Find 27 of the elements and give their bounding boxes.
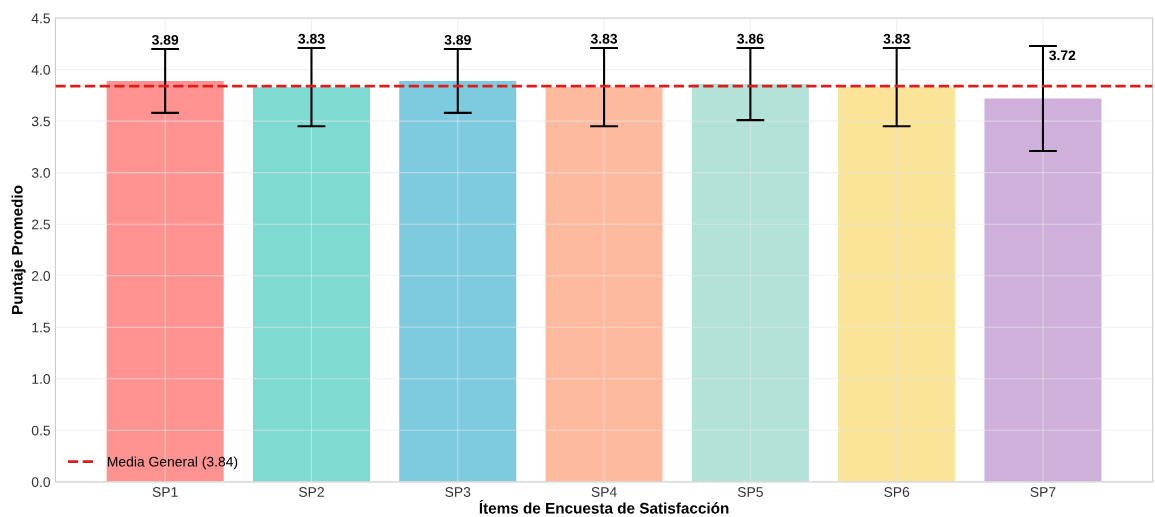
x-axis-title: Ítems de Encuesta de Satisfacción — [479, 499, 729, 514]
x-tick-label: SP6 — [884, 487, 910, 497]
data-label: 3.86 — [737, 33, 764, 44]
y-tick-label: 0.5 — [31, 425, 50, 436]
y-tick-label: 2.5 — [31, 219, 50, 230]
y-tick-label: 1.0 — [32, 374, 51, 384]
data-label: 3.89 — [444, 34, 471, 45]
x-tick-label: SP7 — [1030, 487, 1056, 497]
x-tick-label: SP4 — [591, 487, 617, 497]
x-tick-label: SP1 — [152, 487, 178, 497]
x-tick-label: SP3 — [445, 487, 471, 497]
data-label: 3.72 — [1049, 50, 1076, 61]
data-label: 3.83 — [298, 33, 325, 44]
y-tick-label: 4.0 — [31, 64, 51, 75]
y-tick-label: 4.5 — [31, 13, 50, 24]
data-label: 3.89 — [151, 34, 179, 45]
y-tick-label: 2.0 — [31, 271, 51, 281]
y-tick-label: 1.5 — [32, 322, 50, 333]
y-tick-label: 3.0 — [31, 168, 51, 178]
x-tick-label: SP5 — [737, 487, 763, 497]
x-tick-label: SP2 — [298, 487, 324, 497]
y-tick-label: 3.5 — [31, 116, 50, 127]
data-label: 3.83 — [883, 33, 910, 44]
y-tick-label: 0.0 — [31, 477, 51, 488]
y-axis-title: Puntaje Promedio — [11, 185, 26, 314]
legend-label: Media General (3.84) — [107, 456, 238, 470]
data-label: 3.83 — [590, 33, 618, 44]
